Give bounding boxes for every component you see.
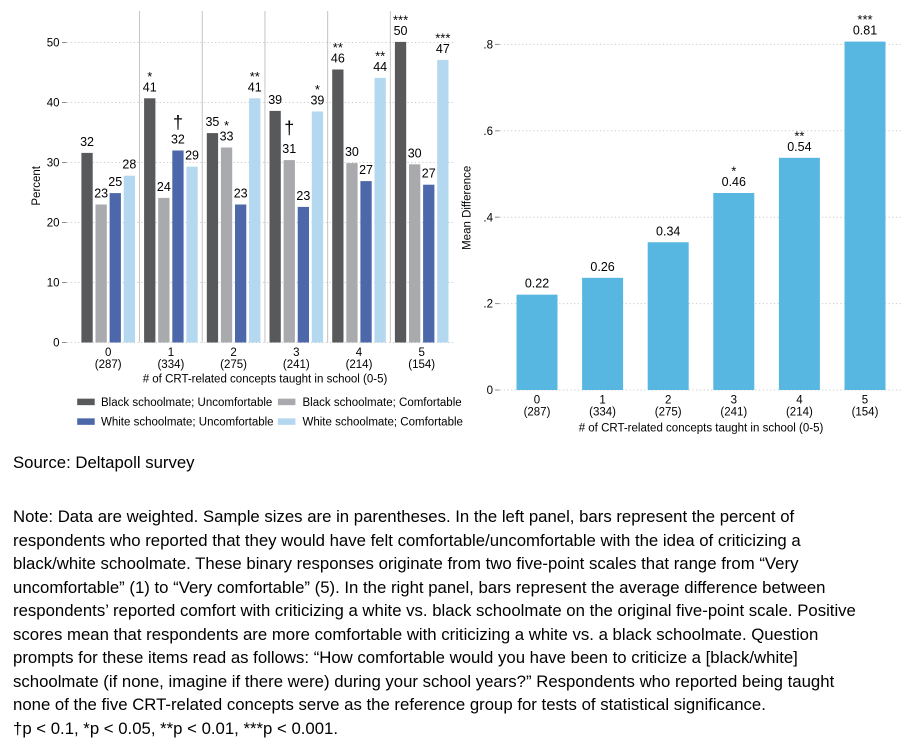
svg-text:(214): (214) [346,359,373,371]
svg-text:***: *** [857,12,872,27]
svg-text:(275): (275) [220,359,247,371]
svg-text:50: 50 [394,24,408,38]
svg-text:White schoolmate; Comfortable: White schoolmate; Comfortable [303,417,463,429]
svg-text:(287): (287) [95,359,122,371]
svg-text:***: *** [435,30,450,45]
svg-text:0.34: 0.34 [656,224,680,238]
svg-text:50: 50 [47,38,60,50]
svg-text:*: * [315,82,320,97]
svg-text:23: 23 [234,187,248,201]
svg-text:**: ** [333,40,343,55]
svg-text:2: 2 [230,347,236,359]
svg-text:35: 35 [205,115,219,129]
svg-text:10: 10 [47,278,60,290]
svg-text:*: * [731,164,736,179]
svg-text:27: 27 [359,163,373,177]
svg-text:.4: .4 [483,212,493,224]
svg-text:†: † [284,118,294,138]
svg-text:(334): (334) [157,359,184,371]
svg-text:(241): (241) [283,359,310,371]
svg-text:Percent: Percent [31,165,43,205]
svg-text:# of CRT-related concepts taug: # of CRT-related concepts taught in scho… [579,423,824,435]
svg-text:.8: .8 [483,40,493,52]
svg-text:2: 2 [665,395,671,407]
svg-text:†: † [173,113,183,133]
svg-text:0.22: 0.22 [525,277,549,291]
svg-text:30: 30 [47,158,60,170]
svg-text:0.46: 0.46 [722,175,746,189]
svg-text:***: *** [393,12,408,27]
svg-text:0: 0 [534,395,540,407]
svg-text:4: 4 [796,395,803,407]
svg-text:0: 0 [105,347,111,359]
svg-text:39: 39 [268,93,282,107]
svg-text:(154): (154) [852,407,879,419]
svg-text:41: 41 [248,80,262,94]
svg-text:40: 40 [47,98,60,110]
svg-text:24: 24 [157,180,171,194]
svg-text:0: 0 [487,385,493,397]
svg-text:(241): (241) [720,407,747,419]
svg-text:(275): (275) [655,407,682,419]
svg-text:*: * [224,118,229,133]
svg-text:# of CRT-related concepts taug: # of CRT-related concepts taught in scho… [143,374,388,386]
svg-text:47: 47 [436,42,450,56]
svg-text:32: 32 [80,135,94,149]
svg-text:*: * [147,69,152,84]
svg-text:1: 1 [599,395,605,407]
svg-text:.2: .2 [483,299,493,311]
svg-text:32: 32 [171,133,185,147]
svg-text:3: 3 [293,347,299,359]
svg-text:23: 23 [296,189,310,203]
svg-text:Black schoolmate; Uncomfortabl: Black schoolmate; Uncomfortable [101,397,272,409]
svg-text:**: ** [250,69,260,84]
svg-text:(334): (334) [589,407,616,419]
svg-text:31: 31 [282,142,296,156]
svg-text:.6: .6 [483,126,493,138]
svg-text:23: 23 [94,187,108,201]
svg-text:(214): (214) [786,407,813,419]
svg-text:39: 39 [310,94,324,108]
svg-text:29: 29 [185,149,199,163]
svg-text:1: 1 [168,347,174,359]
svg-text:White schoolmate; Uncomfortabl: White schoolmate; Uncomfortable [101,417,274,429]
svg-text:44: 44 [373,60,387,74]
svg-text:4: 4 [356,347,363,359]
svg-text:**: ** [375,48,385,63]
svg-text:28: 28 [122,158,136,172]
svg-text:Black schoolmate; Comfortable: Black schoolmate; Comfortable [303,397,462,409]
svg-text:5: 5 [418,347,424,359]
svg-text:(287): (287) [524,407,551,419]
svg-text:3: 3 [731,395,737,407]
svg-text:0.54: 0.54 [787,140,811,154]
svg-text:(154): (154) [408,359,435,371]
svg-text:0.81: 0.81 [853,24,877,38]
svg-text:25: 25 [108,175,122,189]
svg-text:**: ** [794,128,804,143]
svg-text:46: 46 [331,52,345,66]
svg-text:20: 20 [47,218,60,230]
svg-text:27: 27 [422,167,436,181]
svg-text:30: 30 [408,146,422,160]
svg-text:0.26: 0.26 [590,260,614,274]
svg-text:30: 30 [345,145,359,159]
svg-text:33: 33 [220,130,234,144]
svg-text:Mean Difference: Mean Difference [461,166,473,250]
svg-text:5: 5 [862,395,868,407]
svg-text:41: 41 [143,80,157,94]
svg-text:0: 0 [53,338,59,350]
